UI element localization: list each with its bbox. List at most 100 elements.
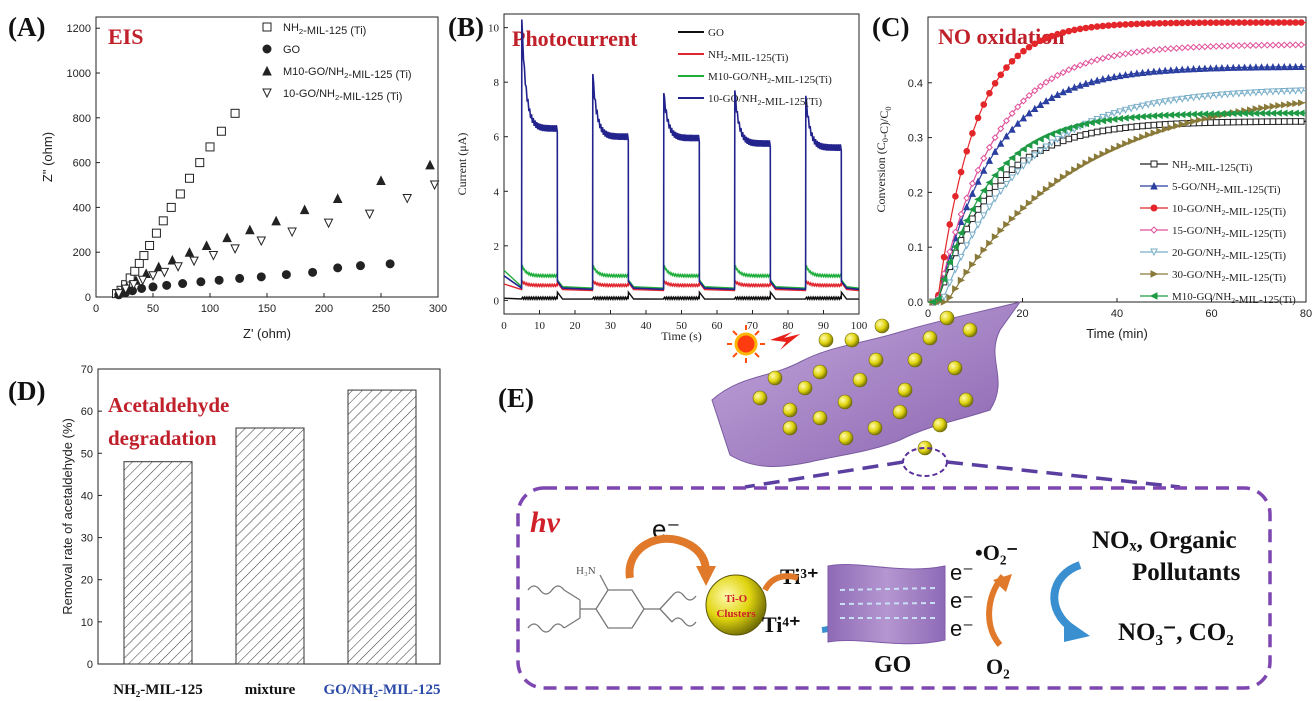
data-point: [429, 180, 440, 191]
data-point: [1025, 157, 1033, 165]
series-3: [113, 180, 440, 299]
data-point: [980, 166, 988, 174]
data-point: [184, 247, 195, 257]
legend-label: NH2-MIL-125(Ti): [708, 49, 789, 64]
data-point: [1138, 102, 1147, 110]
data-point: [946, 221, 954, 228]
superoxide-label: •O₂⁻: [975, 540, 1018, 565]
data-point: [1184, 44, 1192, 52]
legend-marker: [1150, 160, 1158, 168]
ti4-label: Ti⁴⁺: [762, 612, 801, 637]
data-point: [1053, 128, 1061, 136]
data-point: [1286, 41, 1294, 49]
data-point: [1093, 118, 1101, 126]
data-point: [1139, 20, 1146, 28]
electron-label-3: e⁻: [950, 616, 974, 641]
data-point: [1235, 42, 1243, 50]
data-point: [1144, 112, 1152, 120]
hv-label: hv: [530, 506, 561, 539]
sheet-particle: [812, 364, 828, 380]
data-point: [1212, 42, 1220, 50]
data-point: [1280, 118, 1288, 125]
data-point: [1223, 63, 1232, 72]
data-point: [963, 242, 971, 250]
data-point: [1252, 89, 1260, 97]
data-point: [1297, 87, 1305, 95]
sheet-particle: [838, 430, 854, 446]
data-point: [425, 159, 435, 170]
data-point: [1110, 145, 1119, 153]
data-point: [1167, 123, 1175, 132]
data-point: [1235, 63, 1243, 71]
data-point: [980, 154, 988, 162]
data-point: [1275, 102, 1283, 110]
data-point: [1195, 110, 1203, 118]
sheet-particle: [947, 360, 963, 376]
electron-transfer-arrowhead: [696, 566, 716, 586]
data-point: [1037, 190, 1045, 198]
data-point: [1155, 67, 1164, 75]
data-point: [1172, 65, 1181, 74]
data-point: [1138, 112, 1146, 121]
data-point: [974, 177, 982, 185]
y-tick-label: 4: [494, 186, 500, 198]
data-point: [980, 197, 988, 205]
legend-label: M10-GO/NH2-MIL-125(Ti): [708, 71, 832, 86]
data-point: [940, 293, 948, 301]
data-point: [1150, 129, 1158, 137]
panel-d-title-line2: degradation: [108, 426, 217, 450]
data-point: [256, 272, 266, 282]
y-tick-label: 800: [73, 113, 91, 125]
data-point: [1258, 41, 1266, 49]
electron-label-2: e⁻: [950, 588, 974, 613]
data-point: [1263, 118, 1271, 125]
data-point: [385, 259, 395, 269]
y-tick-label: 0: [85, 292, 91, 304]
data-point: [299, 204, 310, 215]
data-point: [940, 275, 948, 284]
y-axis-label: Conversion (C0-C)/C0: [874, 106, 893, 212]
data-point: [1297, 41, 1305, 49]
data-point: [1053, 135, 1062, 144]
data-point: [1161, 125, 1170, 133]
data-point: [1166, 111, 1175, 119]
data-point: [1292, 19, 1299, 26]
data-point: [974, 253, 983, 261]
data-point: [1099, 113, 1107, 122]
pollutant-conversion-arrowhead: [1064, 618, 1090, 642]
data-point: [974, 206, 982, 213]
series-line: [503, 262, 859, 289]
data-point: [1144, 122, 1152, 129]
data-point: [1274, 88, 1283, 96]
legend-label: 10-GO/NH2-MIL-125(Ti): [1172, 203, 1286, 218]
data-point: [1167, 97, 1175, 105]
data-point: [230, 244, 240, 254]
data-point: [1224, 118, 1231, 126]
data-point: [1025, 92, 1033, 100]
data-point: [1076, 25, 1084, 33]
panel-b-title: Photocurrent: [512, 26, 638, 51]
data-point: [1031, 152, 1039, 160]
data-point: [1059, 88, 1067, 96]
data-point: [1173, 19, 1180, 27]
sheet-particle: [962, 322, 978, 338]
data-point: [1115, 114, 1124, 123]
legend-marker: [262, 44, 272, 54]
data-point: [1076, 121, 1084, 129]
schematic-e: hv H₃N e⁻ Ti-O Clusters Ti³⁺ Ti⁴⁺: [516, 301, 1272, 690]
chart-c-no-oxidation: 0 20 40 60 80 0.0 0.1 0.2 0.3 0.4 Time (min) Conver…: [874, 16, 1312, 341]
data-point: [1292, 41, 1300, 49]
data-point: [1110, 125, 1118, 133]
legend-marker: [262, 65, 272, 76]
sheet-particle: [812, 410, 828, 426]
data-point: [1252, 19, 1260, 26]
data-point: [159, 267, 170, 278]
data-point: [946, 293, 954, 302]
data-point: [1087, 57, 1095, 65]
data-point: [1003, 220, 1011, 229]
data-point: [1246, 118, 1254, 126]
y-tick-label: 400: [73, 202, 91, 214]
data-point: [1048, 32, 1056, 40]
data-point: [162, 280, 172, 290]
data-point: [963, 268, 971, 276]
